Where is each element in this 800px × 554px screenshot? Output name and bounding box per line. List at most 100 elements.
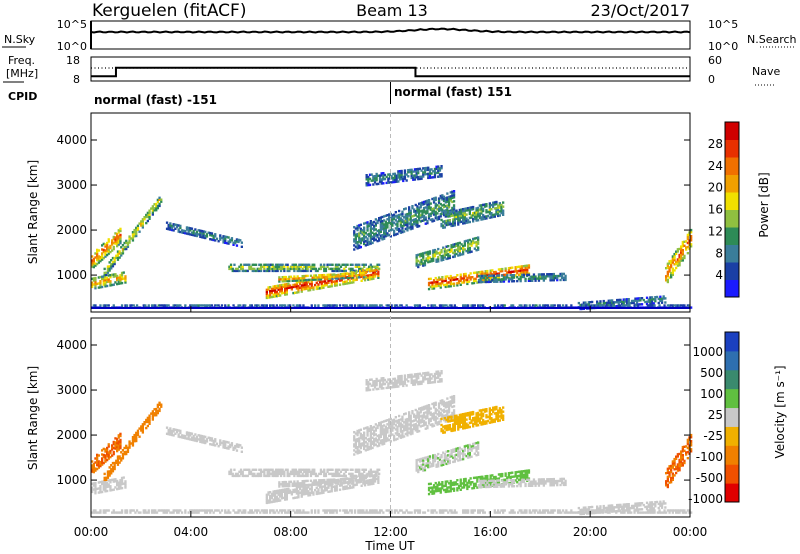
power-cell [349, 274, 352, 277]
velocity-cell [436, 409, 439, 412]
power-cell [340, 279, 343, 282]
velocity-cell [390, 386, 393, 389]
velocity-cell [395, 385, 398, 388]
power-cell [104, 281, 107, 284]
velocity-cell [348, 486, 352, 490]
velocity-cell [366, 428, 369, 431]
velocity-cell [277, 497, 280, 500]
power-cell [557, 274, 560, 278]
power-cell [91, 255, 94, 258]
power-cell [292, 304, 295, 307]
velocity-cell [408, 413, 411, 416]
velocity-cell [438, 378, 442, 381]
velocity-cell [141, 431, 144, 434]
power-cell [374, 232, 377, 235]
power-cell [671, 261, 674, 264]
power-cell [425, 253, 428, 256]
power-cell [135, 232, 138, 236]
power-cell [490, 216, 493, 219]
velocity-cell [402, 380, 405, 384]
velocity-cell [106, 454, 109, 458]
velocity-cell [349, 474, 352, 478]
power-cell [400, 173, 403, 177]
power-cell [487, 278, 491, 282]
power-cell [448, 250, 451, 253]
power-cell [294, 291, 297, 294]
velocity-cell [194, 433, 197, 436]
power-cell [229, 265, 233, 268]
power-cell [159, 304, 162, 307]
velocity-cell [386, 427, 389, 430]
power-cell [491, 269, 494, 272]
velocity-cell [413, 381, 417, 384]
power-cell [189, 304, 192, 307]
velocity-cell [156, 409, 159, 413]
power-cell [109, 276, 112, 279]
velocity-cell [97, 460, 100, 463]
power-cell [495, 202, 498, 206]
velocity-cell [413, 419, 416, 422]
power-cell [234, 239, 237, 243]
velocity-cell [386, 437, 389, 440]
power-cell [336, 267, 339, 271]
power-cell [368, 222, 371, 225]
power-cell [640, 303, 644, 306]
power-cell [265, 292, 268, 295]
power-cell [132, 304, 135, 307]
velocity-cell [169, 433, 172, 436]
power-cell [452, 245, 455, 248]
power-cell [289, 284, 292, 287]
power-cell [118, 250, 121, 253]
power-cell [128, 237, 131, 240]
power-cell [434, 216, 437, 220]
power-cell [520, 304, 523, 307]
velocity-cell [304, 492, 307, 496]
power-cell [440, 222, 443, 226]
power-cell [341, 263, 344, 266]
power-cell [292, 283, 295, 287]
power-cell [668, 276, 671, 279]
power-cell [382, 176, 385, 179]
power-cell [475, 217, 478, 220]
velocity-cell [371, 426, 374, 429]
power-cell [468, 220, 471, 224]
power-cell [464, 272, 467, 276]
power-ylabel: Slant Range [km] [26, 160, 40, 264]
power-cell [368, 234, 371, 238]
power-cell [268, 269, 271, 273]
velocity-cell [413, 373, 417, 376]
velocity-cell [403, 376, 407, 379]
power-cell [106, 267, 110, 270]
power-cell [167, 228, 170, 231]
velocity-cell [393, 438, 396, 442]
power-cell [156, 198, 159, 202]
velocity-cell [387, 378, 390, 381]
velocity-cell [309, 487, 312, 491]
power-cell [495, 213, 498, 216]
power-cell [502, 211, 505, 214]
velocity-cell [434, 409, 437, 413]
velocity-cell [365, 383, 368, 386]
colorbar-swatch [725, 244, 739, 263]
power-cell [336, 265, 339, 268]
velocity-cell [339, 482, 343, 485]
power-cell [507, 269, 511, 272]
station-title: Kerguelen (fitACF) [92, 1, 246, 21]
power-cell [256, 267, 259, 271]
power-cell [278, 276, 281, 279]
power-cell [546, 273, 549, 276]
velocity-cell [119, 487, 122, 490]
power-cell [97, 249, 100, 252]
velocity-cell [389, 432, 392, 435]
velocity-cell [304, 490, 307, 494]
power-cell [112, 273, 115, 276]
power-cell [288, 279, 291, 283]
power-cell [395, 176, 398, 179]
velocity-cell [151, 414, 154, 417]
power-cell [336, 269, 339, 273]
power-cell [219, 234, 222, 237]
velocity-cell [449, 481, 452, 485]
power-cell [283, 265, 286, 268]
power-cell [264, 304, 267, 307]
velocity-cell [359, 434, 362, 438]
